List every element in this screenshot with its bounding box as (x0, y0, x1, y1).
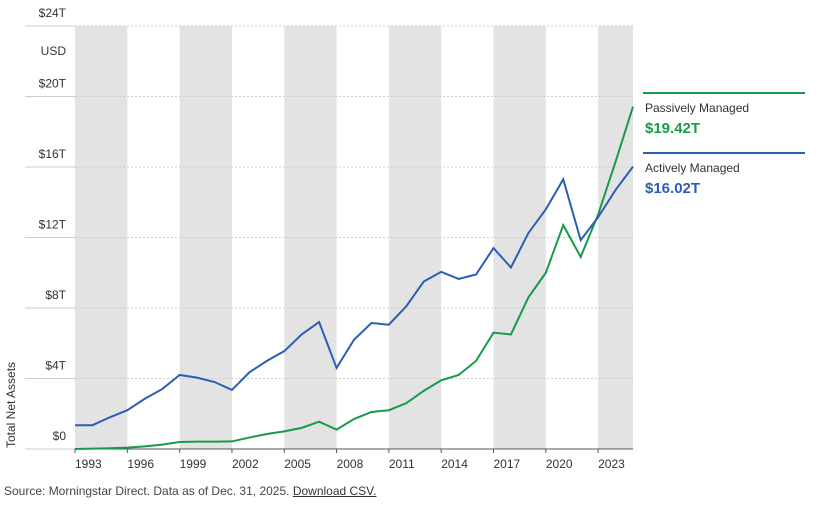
source: Source: Morningstar Direct. Data as of D… (4, 484, 290, 498)
x-tick-label: 2017 (494, 457, 521, 471)
line (74, 106, 634, 450)
y-tick-label: $24T (39, 6, 67, 20)
y-tick-label: $0 (53, 429, 67, 443)
y-tick-label: $12T (39, 218, 67, 232)
x-tick-label: 2011 (389, 457, 415, 471)
x-tick-label: 2008 (337, 457, 364, 471)
y-unit: USD (41, 44, 67, 58)
download-csv[interactable]: Download CSV. (292, 484, 377, 498)
x-tick-label: 2005 (284, 457, 311, 471)
x-tick-label: 2002 (232, 457, 259, 471)
y-axis-label: Total Net Assets (4, 362, 18, 448)
line (75, 166, 634, 427)
x-tick-label: 2023 (598, 457, 625, 471)
y-tick-label: $4T (45, 359, 66, 373)
y-tick-label: $20T (39, 77, 67, 91)
chart: Total Net Assets USD $0 $4T $8T $12T $16T $20… (4, 6, 805, 471)
legend-label: Actively Managed (645, 161, 740, 175)
x-tick-label: 1996 (127, 457, 154, 471)
footer: Source: Morningstar Direct. Data as of D… (4, 484, 376, 498)
x-tick-label: 1993 (75, 457, 102, 471)
page: Total Net Assets USD $0 $4T $8T $12T $16T $20… (4, 6, 805, 498)
x-tick-label: 2014 (441, 457, 468, 471)
x-tick-label: 2020 (546, 457, 573, 471)
y-tick-label: $8T (45, 288, 66, 302)
y-tick-label: $16T (39, 147, 67, 161)
value-label: $19.42T (645, 120, 700, 137)
x-tick-label: 1999 (180, 457, 207, 471)
value-label: $16.02T (645, 180, 700, 197)
legend-label: Passively Managed (645, 101, 749, 115)
